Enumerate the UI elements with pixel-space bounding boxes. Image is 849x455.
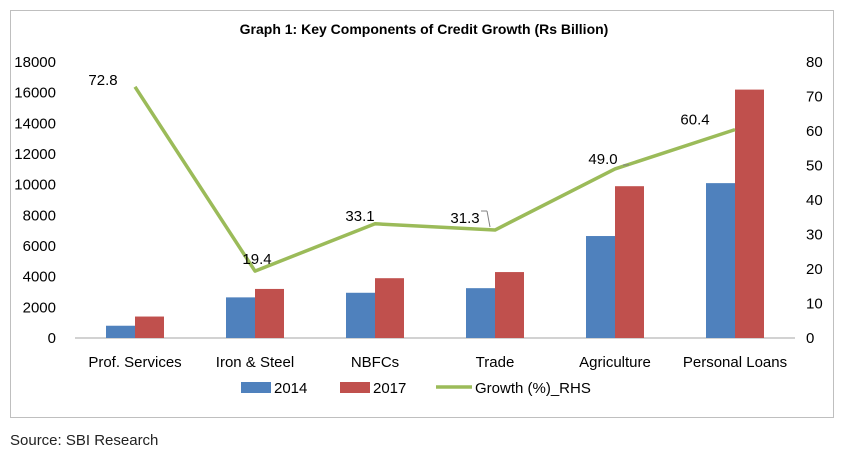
left-axis-tick-label: 6000: [23, 238, 56, 255]
growth-data-label: 31.3: [450, 210, 479, 227]
chart-frame: [10, 10, 834, 418]
bar-2014: [586, 236, 615, 338]
left-axis-tick-label: 12000: [14, 146, 56, 163]
bar-2017: [375, 278, 404, 338]
left-axis-tick-label: 0: [48, 330, 56, 347]
bar-2014: [706, 183, 735, 338]
growth-data-label: 49.0: [588, 151, 617, 168]
growth-data-label: 33.1: [345, 208, 374, 225]
right-axis-tick-label: 10: [806, 296, 823, 313]
growth-data-label: 72.8: [88, 72, 117, 89]
bar-2014: [346, 292, 375, 338]
bar-2017: [735, 89, 764, 338]
bar-2017: [615, 186, 644, 338]
left-axis-tick-label: 4000: [23, 269, 56, 286]
growth-line: [133, 85, 736, 273]
bar-2017: [255, 288, 284, 338]
right-axis-tick-label: 30: [806, 227, 823, 244]
category-label: Iron & Steel: [216, 354, 294, 371]
growth-data-label: 60.4: [680, 112, 709, 129]
category-label: Trade: [476, 354, 515, 371]
data-label-leader: [486, 210, 491, 228]
chart-title: Graph 1: Key Components of Credit Growth…: [240, 21, 609, 37]
bar-2017: [495, 272, 524, 338]
category-label: Prof. Services: [88, 354, 181, 371]
right-axis-tick-label: 70: [806, 89, 823, 106]
legend-label: 2017: [373, 380, 406, 397]
bar-2014: [226, 297, 255, 338]
right-axis-tick-label: 50: [806, 158, 823, 175]
bar-2014: [466, 288, 495, 338]
right-axis-tick-label: 0: [806, 330, 814, 347]
category-label: Personal Loans: [683, 354, 787, 371]
left-axis-tick-label: 16000: [14, 85, 56, 102]
right-axis-tick-label: 80: [806, 54, 823, 71]
legend-label: 2014: [274, 380, 307, 397]
legend-swatch-2014: [241, 382, 271, 393]
left-axis-tick-label: 2000: [23, 299, 56, 316]
right-axis-tick-label: 40: [806, 192, 823, 209]
left-axis-tick-label: 8000: [23, 207, 56, 224]
legend-label: Growth (%)_RHS: [475, 380, 591, 397]
category-label: Agriculture: [579, 354, 651, 371]
left-axis-tick-label: 18000: [14, 54, 56, 71]
bar-2017: [135, 316, 164, 338]
right-axis-tick-label: 20: [806, 261, 823, 278]
legend-swatch-2017: [340, 382, 370, 393]
growth-data-label: 19.4: [242, 251, 271, 268]
left-axis-tick-label: 14000: [14, 115, 56, 132]
category-label: NBFCs: [351, 354, 399, 371]
bar-2014: [106, 325, 135, 338]
left-axis-tick-label: 10000: [14, 177, 56, 194]
source-note: Source: SBI Research: [10, 432, 159, 449]
right-axis-tick-label: 60: [806, 123, 823, 140]
